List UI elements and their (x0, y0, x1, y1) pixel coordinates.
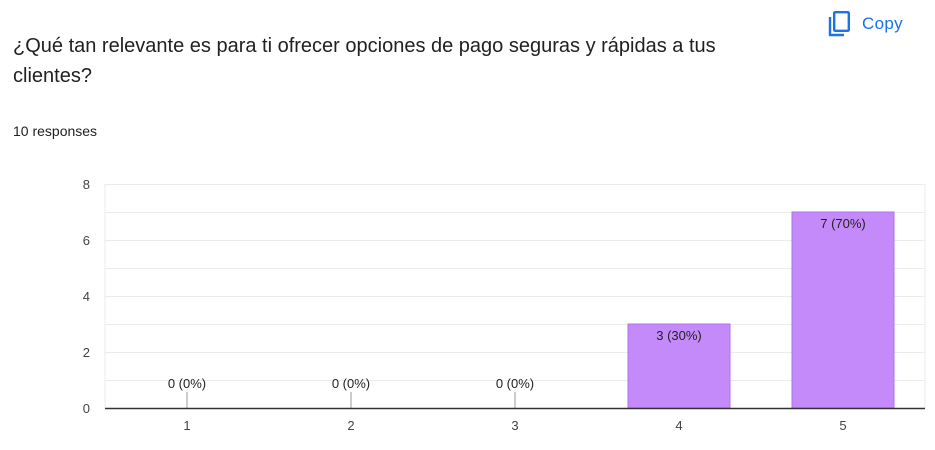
y-tick-label: 8 (83, 177, 90, 192)
y-tick-label: 0 (83, 401, 90, 416)
question-title: ¿Qué tan relevante es para ti ofrecer op… (13, 35, 716, 87)
x-tick-label: 3 (511, 418, 518, 433)
copy-label: Copy (862, 14, 903, 33)
data-label: 7 (70%) (820, 216, 866, 231)
y-tick-label: 2 (83, 345, 90, 360)
x-tick-label: 4 (675, 418, 682, 433)
x-tick-label: 1 (183, 418, 190, 433)
response-count: 10 responses (13, 123, 98, 139)
data-label: 0 (0%) (168, 376, 206, 391)
bar (791, 211, 895, 409)
data-label: 0 (0%) (496, 376, 534, 391)
y-tick-label: 4 (83, 289, 90, 304)
data-label: 3 (30%) (656, 328, 702, 343)
copy-button[interactable]: Copy (818, 6, 913, 42)
x-tick-label: 2 (347, 418, 354, 433)
copy-icon (828, 11, 850, 37)
y-tick-label: 6 (83, 233, 90, 248)
x-tick-label: 5 (839, 418, 846, 433)
data-label: 0 (0%) (332, 376, 370, 391)
